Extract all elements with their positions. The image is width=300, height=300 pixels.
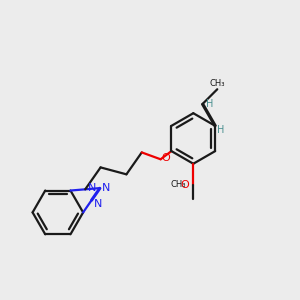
Text: N: N: [102, 183, 111, 193]
Text: N: N: [94, 199, 102, 209]
Text: CH₃: CH₃: [209, 79, 225, 88]
Text: H: H: [217, 125, 224, 135]
Text: O: O: [162, 153, 170, 163]
Text: N: N: [88, 183, 96, 193]
Text: O: O: [181, 179, 189, 190]
Text: H: H: [206, 99, 214, 109]
Text: CH₃: CH₃: [170, 180, 186, 189]
